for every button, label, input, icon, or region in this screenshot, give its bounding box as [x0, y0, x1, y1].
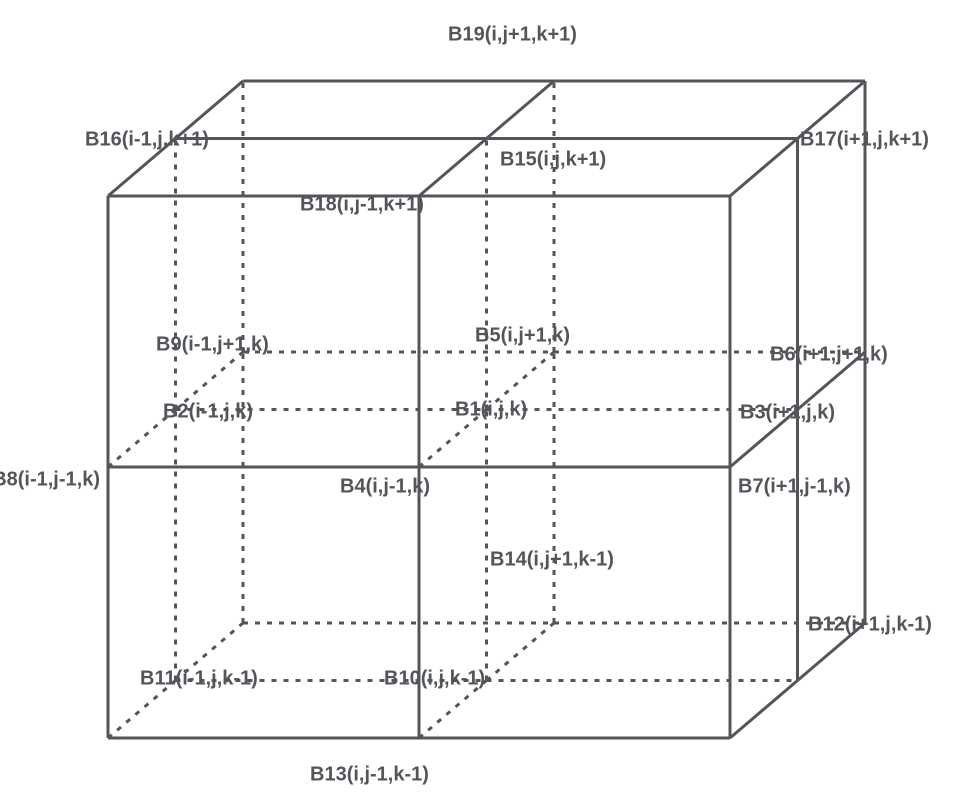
node-label-b18: B18(i,j-1,k+1)	[300, 193, 424, 215]
node-label-b7: B7(i+1,j-1,k)	[738, 475, 851, 497]
node-label-b1: B1(i,j,k)	[455, 398, 527, 420]
node-label-b11: B11(i-1,j,k-1)	[140, 667, 258, 689]
node-label-b14: B14(i,j+1,k-1)	[490, 548, 614, 570]
node-label-b6: B6(i+1,j+1,k)	[770, 343, 888, 365]
node-label-b10: B10(i,j,k-1)	[384, 667, 485, 689]
node-label-b9: B9(i-1,j+1,k)	[156, 333, 269, 355]
node-label-b13: B13(i,j-1,k-1)	[310, 763, 429, 785]
node-label-b19: B19(i,j+1,k+1)	[448, 23, 577, 45]
node-label-b12: B12(i+1,j,k-1)	[808, 613, 932, 635]
node-label-b17: B17(i+1,j,k+1)	[800, 128, 929, 150]
node-label-b8: B8(i-1,j-1,k)	[0, 468, 100, 490]
node-label-b16: B16(i-1,j,k+1)	[85, 128, 209, 150]
node-label-b2: B2(i-1,j,k)	[163, 400, 253, 422]
node-label-b5: B5(i,j+1,k)	[475, 324, 570, 346]
grid-diagram: B1(i,j,k) B2(i-1,j,k) B3(i+1,j,k) B4(i,j-1,…	[0, 0, 979, 803]
node-label-b3: B3(i+1,j,k)	[740, 401, 835, 423]
node-label-b15: B15(i,j,k+1)	[500, 148, 606, 170]
node-label-b4: B4(i,j-1,k)	[340, 475, 430, 497]
